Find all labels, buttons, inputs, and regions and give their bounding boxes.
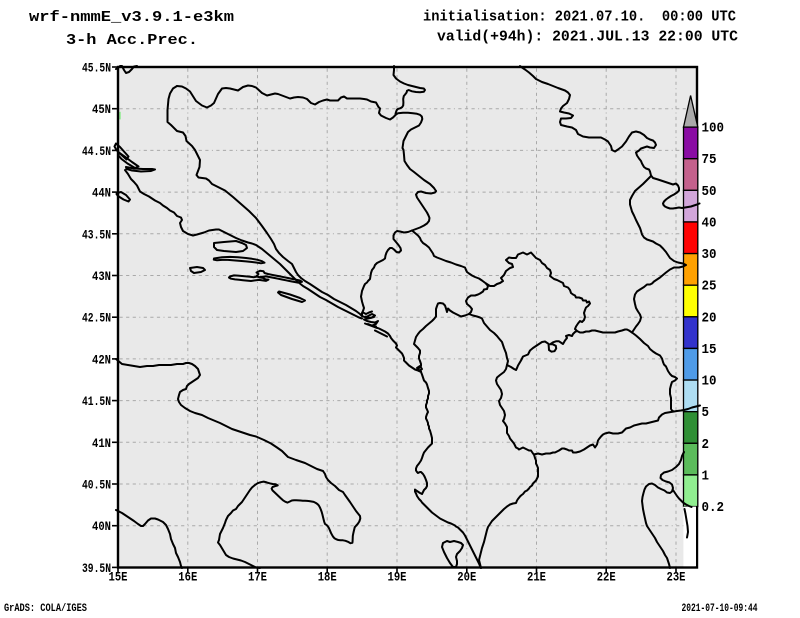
svg-text:42N: 42N — [92, 352, 111, 367]
svg-text:2021-07-10-09:44: 2021-07-10-09:44 — [682, 603, 758, 615]
svg-text:17E: 17E — [248, 570, 267, 585]
svg-text:40N: 40N — [92, 519, 111, 534]
svg-text:22E: 22E — [597, 570, 616, 585]
svg-text:19E: 19E — [388, 570, 407, 585]
svg-text:25: 25 — [702, 280, 717, 295]
svg-text:50: 50 — [702, 185, 717, 200]
svg-text:43N: 43N — [92, 269, 111, 284]
svg-text:5: 5 — [702, 406, 710, 421]
svg-text:15: 15 — [702, 343, 717, 358]
svg-text:2: 2 — [702, 438, 710, 453]
svg-text:0.2: 0.2 — [702, 501, 725, 516]
svg-text:15E: 15E — [109, 570, 128, 585]
svg-text:39.5N: 39.5N — [82, 561, 111, 576]
svg-text:wrf-nmmE_v3.9.1-e3km: wrf-nmmE_v3.9.1-e3km — [29, 9, 234, 26]
svg-text:45.5N: 45.5N — [82, 61, 111, 76]
svg-text:10: 10 — [702, 375, 717, 390]
svg-text:75: 75 — [702, 153, 717, 168]
svg-text:45N: 45N — [92, 102, 111, 117]
svg-text:44N: 44N — [92, 186, 111, 201]
svg-text:41.5N: 41.5N — [82, 394, 111, 409]
svg-text:3-h Acc.Prec.: 3-h Acc.Prec. — [66, 32, 198, 49]
svg-text:valid(+94h): 2021.JUL.13 22:00: valid(+94h): 2021.JUL.13 22:00 UTC — [437, 29, 738, 46]
svg-text:20: 20 — [702, 311, 717, 326]
svg-text:40: 40 — [702, 217, 717, 232]
svg-text:initialisation: 2021.07.10. 0: initialisation: 2021.07.10. 00:00 UTC — [423, 9, 736, 26]
svg-text:20E: 20E — [457, 570, 476, 585]
svg-text:23E: 23E — [667, 570, 686, 585]
svg-text:30: 30 — [702, 248, 717, 263]
svg-text:41N: 41N — [92, 436, 111, 451]
svg-text:44.5N: 44.5N — [82, 144, 111, 159]
svg-text:40.5N: 40.5N — [82, 478, 111, 493]
svg-text:GrADS: COLA/IGES: GrADS: COLA/IGES — [4, 603, 87, 615]
svg-text:18E: 18E — [318, 570, 337, 585]
svg-text:43.5N: 43.5N — [82, 227, 111, 242]
svg-text:100: 100 — [702, 122, 725, 137]
svg-text:1: 1 — [702, 469, 710, 484]
svg-text:42.5N: 42.5N — [82, 311, 111, 326]
svg-text:21E: 21E — [527, 570, 546, 585]
svg-text:16E: 16E — [178, 570, 197, 585]
